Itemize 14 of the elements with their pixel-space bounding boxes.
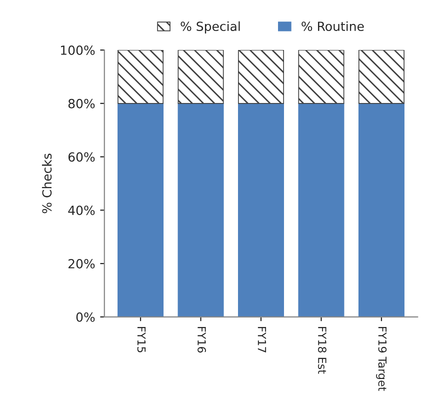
- x-tick-label: FY15: [137, 327, 146, 352]
- y-tick-label: 60%: [68, 152, 95, 162]
- legend-label: % Routine: [302, 21, 364, 32]
- y-tick-label: 0%: [76, 312, 95, 322]
- y-axis-title: % Checks: [42, 154, 52, 214]
- x-tick-label: FY17: [258, 327, 266, 352]
- x-tick-label: FY19 Target: [376, 327, 387, 391]
- y-tick-label: 100%: [61, 46, 95, 55]
- x-tick-label: FY18 Est: [318, 327, 326, 374]
- y-tick-label: 20%: [68, 259, 95, 268]
- x-tick-label: FY16: [198, 327, 206, 353]
- legend-label: % Special: [180, 21, 240, 34]
- y-tick-label: 40%: [68, 206, 95, 216]
- y-tick-label: 80%: [68, 98, 95, 108]
